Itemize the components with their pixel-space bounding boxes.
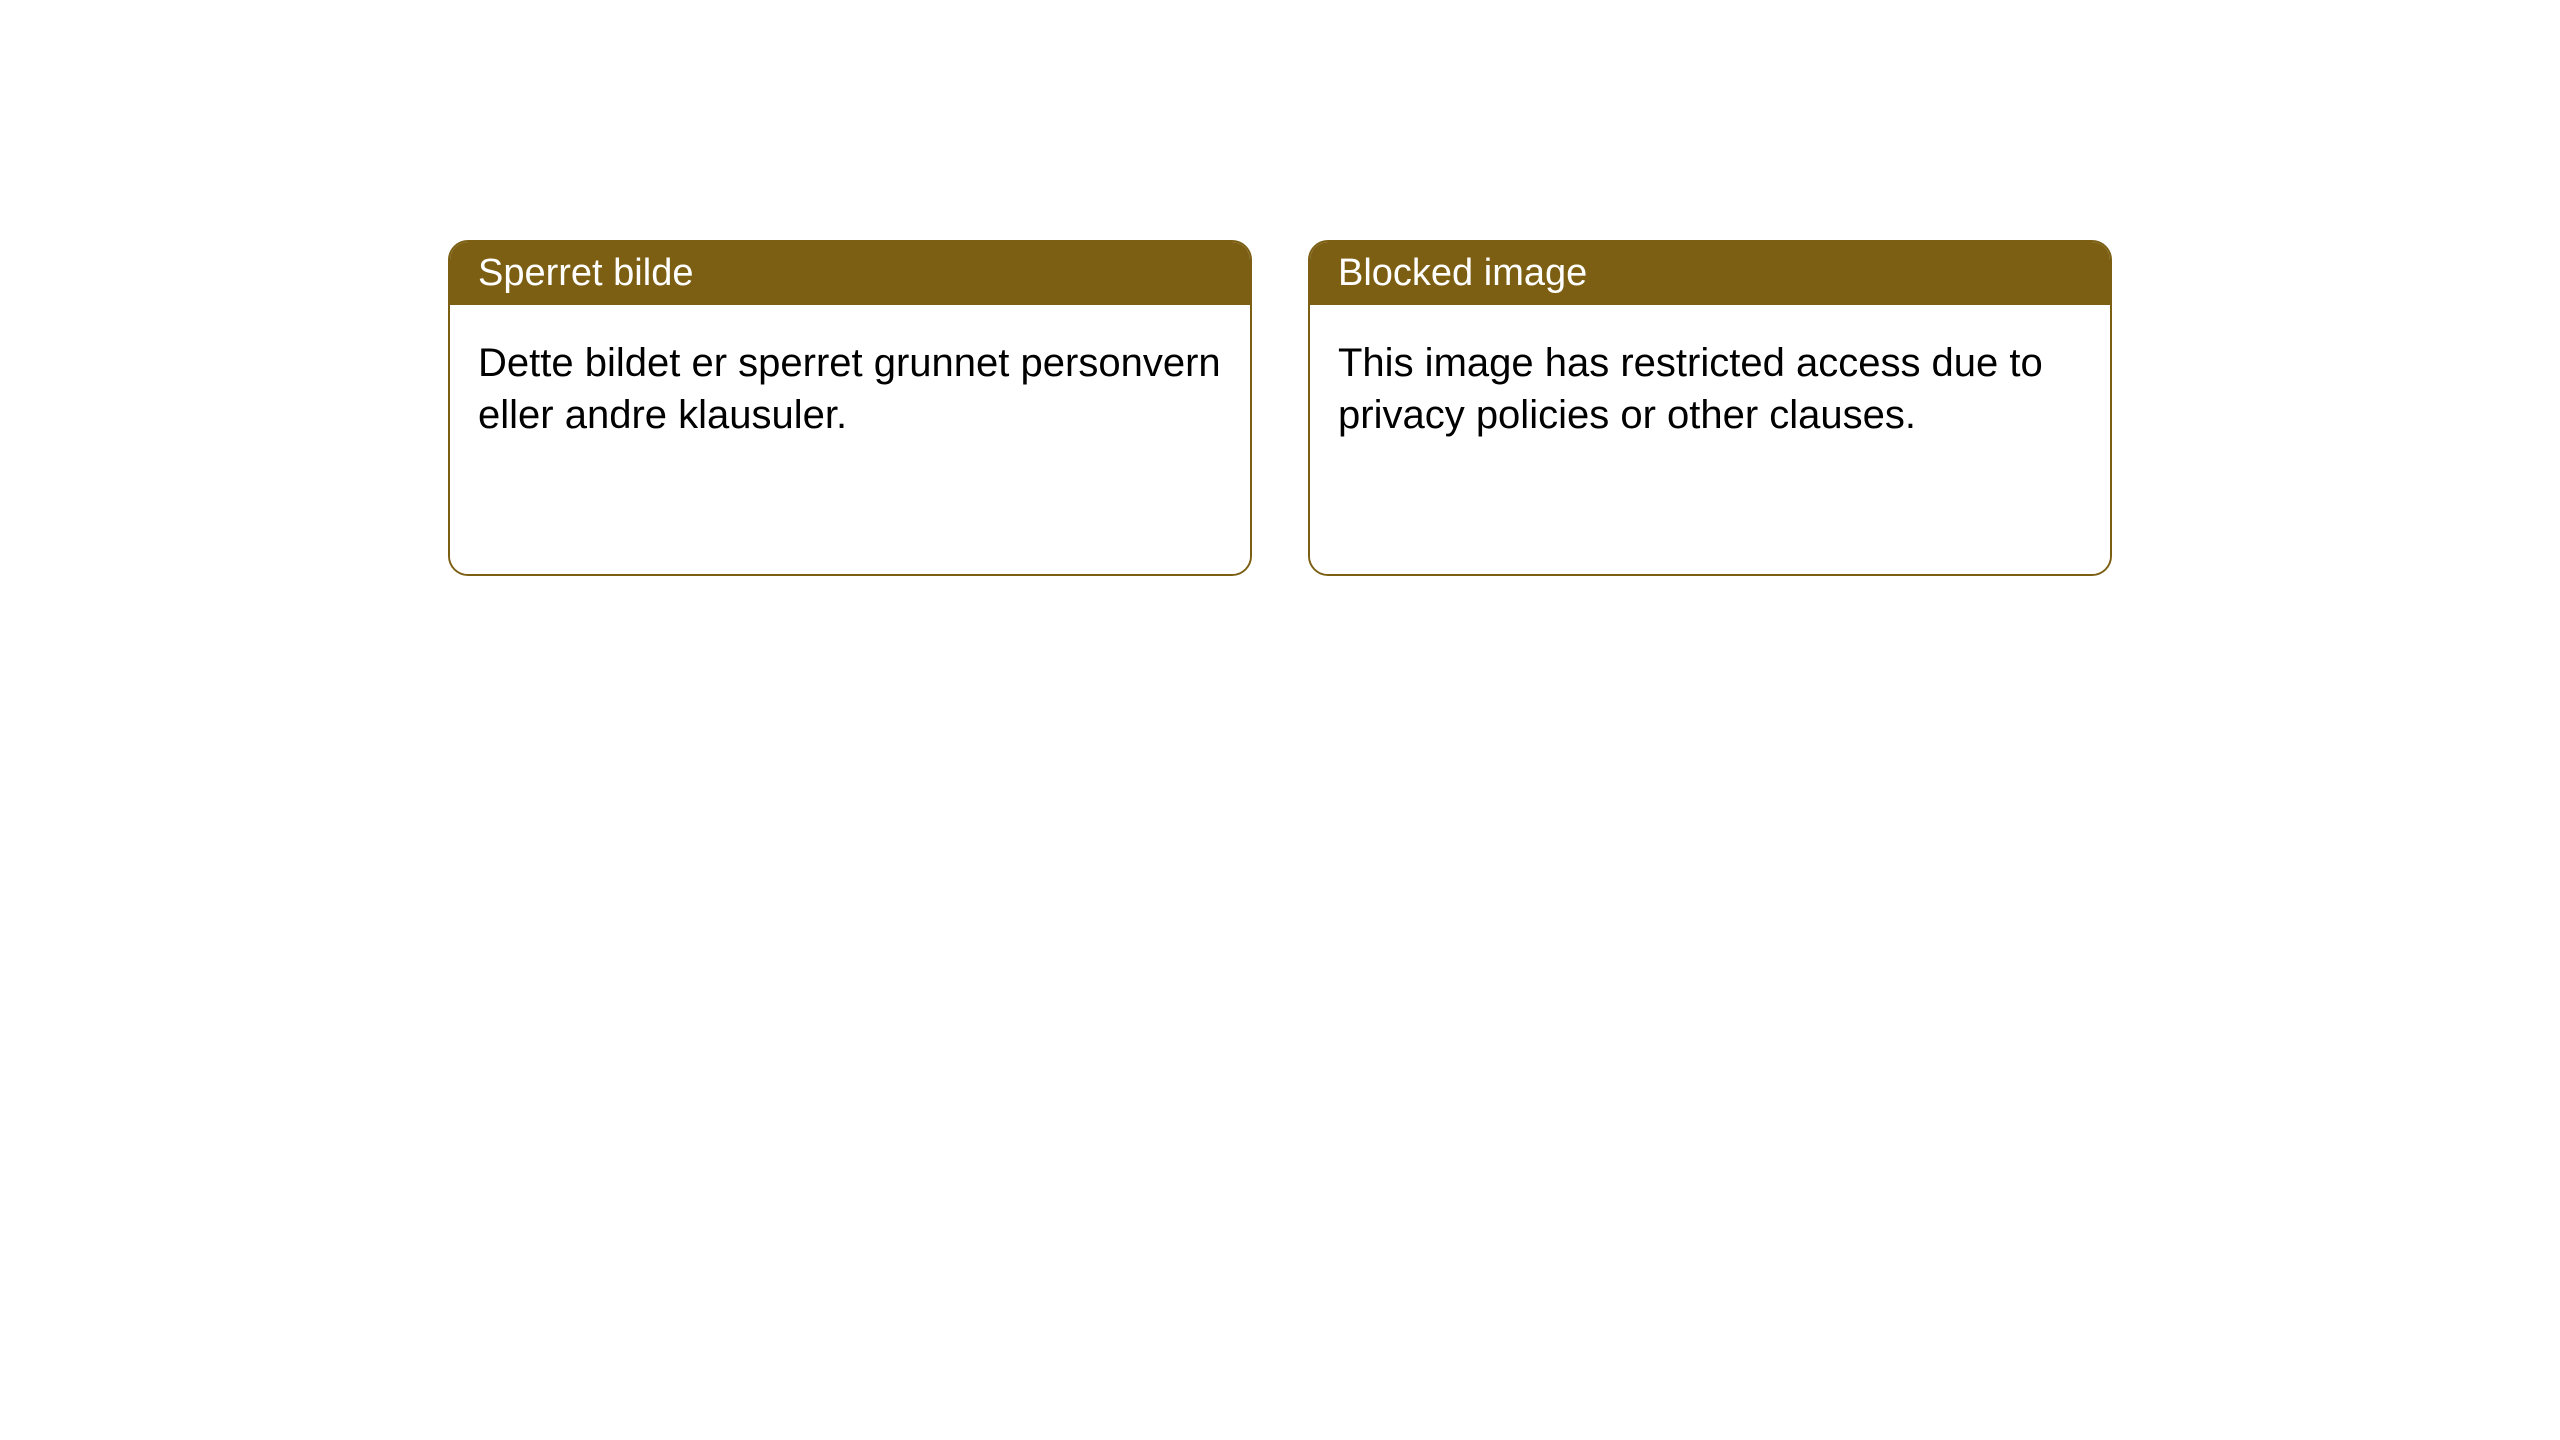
card-body-text: Dette bildet er sperret grunnet personve…: [478, 341, 1221, 437]
card-header: Blocked image: [1310, 242, 2110, 305]
cards-container: Sperret bilde Dette bildet er sperret gr…: [448, 240, 2112, 576]
card-header: Sperret bilde: [450, 242, 1250, 305]
card-norwegian: Sperret bilde Dette bildet er sperret gr…: [448, 240, 1252, 576]
card-title: Blocked image: [1338, 252, 1587, 294]
card-body: Dette bildet er sperret grunnet personve…: [450, 305, 1250, 574]
card-title: Sperret bilde: [478, 252, 693, 294]
card-body-text: This image has restricted access due to …: [1338, 341, 2043, 437]
card-body: This image has restricted access due to …: [1310, 305, 2110, 574]
card-english: Blocked image This image has restricted …: [1308, 240, 2112, 576]
